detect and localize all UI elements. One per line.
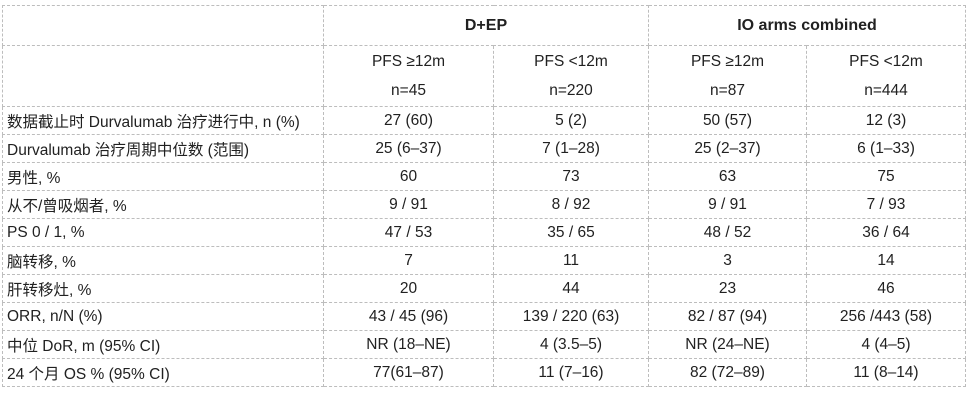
cell: 12 (3) <box>806 106 966 135</box>
row-label: PS 0 / 1, % <box>2 218 324 247</box>
cell: 47 / 53 <box>323 218 494 247</box>
table-row: Durvalumab 治疗周期中位数 (范围) 25 (6–37) 7 (1–2… <box>2 134 966 163</box>
cell: 60 <box>323 162 494 191</box>
cell: 9 / 91 <box>648 190 807 219</box>
cell: 3 <box>648 246 807 275</box>
subheader-pfs: PFS ≥12m <box>371 53 446 70</box>
cell: NR (18–NE) <box>323 330 494 359</box>
cell: 11 <box>493 246 649 275</box>
row-label: 中位 DoR, m (95% CI) <box>2 330 324 359</box>
table-row: 数据截止时 Durvalumab 治疗进行中, n (%) 27 (60) 5 … <box>2 106 966 135</box>
row-label: ORR, n/N (%) <box>2 302 324 331</box>
row-label: 数据截止时 Durvalumab 治疗进行中, n (%) <box>2 106 324 135</box>
subheader-n: n=45 <box>391 82 426 99</box>
subheader-pfs: PFS <12m <box>849 53 923 70</box>
cell: 6 (1–33) <box>806 134 966 163</box>
cell: 7 / 93 <box>806 190 966 219</box>
cell: 50 (57) <box>648 106 807 135</box>
table-row: 男性, % 60 73 63 75 <box>2 162 966 191</box>
cell: 9 / 91 <box>323 190 494 219</box>
subheader-dep-pfs-ge12: PFS ≥12m n=45 <box>323 45 494 107</box>
corner-cell-2 <box>2 45 324 107</box>
cell: 25 (2–37) <box>648 134 807 163</box>
subheader-n: n=220 <box>549 82 593 99</box>
table-row: PS 0 / 1, % 47 / 53 35 / 65 48 / 52 36 /… <box>2 218 966 247</box>
cell: 73 <box>493 162 649 191</box>
cell: 14 <box>806 246 966 275</box>
cell: 36 / 64 <box>806 218 966 247</box>
cell: 23 <box>648 274 807 303</box>
cell: 63 <box>648 162 807 191</box>
cell: 20 <box>323 274 494 303</box>
row-label: 脑转移, % <box>2 246 324 275</box>
col-group-io: IO arms combined <box>648 5 966 46</box>
clinical-outcomes-table: D+EP IO arms combined PFS ≥12m n=45 PFS … <box>2 5 966 387</box>
group-header-row: D+EP IO arms combined <box>2 5 966 46</box>
cell: 8 / 92 <box>493 190 649 219</box>
table-row: ORR, n/N (%) 43 / 45 (96) 139 / 220 (63)… <box>2 302 966 331</box>
cell: 48 / 52 <box>648 218 807 247</box>
table-row: 肝转移灶, % 20 44 23 46 <box>2 274 966 303</box>
cell: 139 / 220 (63) <box>493 302 649 331</box>
cell: 25 (6–37) <box>323 134 494 163</box>
cell: 11 (8–14) <box>806 358 966 387</box>
col-group-dep: D+EP <box>323 5 649 46</box>
cell: 82 (72–89) <box>648 358 807 387</box>
cell: 77(61–87) <box>323 358 494 387</box>
cell: 27 (60) <box>323 106 494 135</box>
subheader-n: n=444 <box>864 82 908 99</box>
cell: 43 / 45 (96) <box>323 302 494 331</box>
subheader-pfs: PFS ≥12m <box>690 53 765 70</box>
row-label: 24 个月 OS % (95% CI) <box>2 358 324 387</box>
cell: 75 <box>806 162 966 191</box>
subheader-dep-pfs-lt12: PFS <12m n=220 <box>493 45 649 107</box>
cell: 35 / 65 <box>493 218 649 247</box>
cell: 44 <box>493 274 649 303</box>
subheader-io-pfs-ge12: PFS ≥12m n=87 <box>648 45 807 107</box>
subheader-n: n=87 <box>710 82 745 99</box>
row-label: 肝转移灶, % <box>2 274 324 303</box>
row-label: 男性, % <box>2 162 324 191</box>
cell: 5 (2) <box>493 106 649 135</box>
cell: 82 / 87 (94) <box>648 302 807 331</box>
cell: 11 (7–16) <box>493 358 649 387</box>
subheader-pfs: PFS <12m <box>534 53 608 70</box>
table-row: 脑转移, % 7 11 3 14 <box>2 246 966 275</box>
table-row: 中位 DoR, m (95% CI) NR (18–NE) 4 (3.5–5) … <box>2 330 966 359</box>
subheader-io-pfs-lt12: PFS <12m n=444 <box>806 45 966 107</box>
corner-cell <box>2 5 324 46</box>
cell: 46 <box>806 274 966 303</box>
cell: NR (24–NE) <box>648 330 807 359</box>
cell: 7 (1–28) <box>493 134 649 163</box>
cell: 256 /443 (58) <box>806 302 966 331</box>
cell: 4 (3.5–5) <box>493 330 649 359</box>
table-row: 从不/曾吸烟者, % 9 / 91 8 / 92 9 / 91 7 / 93 <box>2 190 966 219</box>
subheader-row: PFS ≥12m n=45 PFS <12m n=220 PFS ≥12m n=… <box>2 45 966 107</box>
row-label: Durvalumab 治疗周期中位数 (范围) <box>2 134 324 163</box>
row-label: 从不/曾吸烟者, % <box>2 190 324 219</box>
cell: 7 <box>323 246 494 275</box>
cell: 4 (4–5) <box>806 330 966 359</box>
table-row: 24 个月 OS % (95% CI) 77(61–87) 11 (7–16) … <box>2 358 966 387</box>
